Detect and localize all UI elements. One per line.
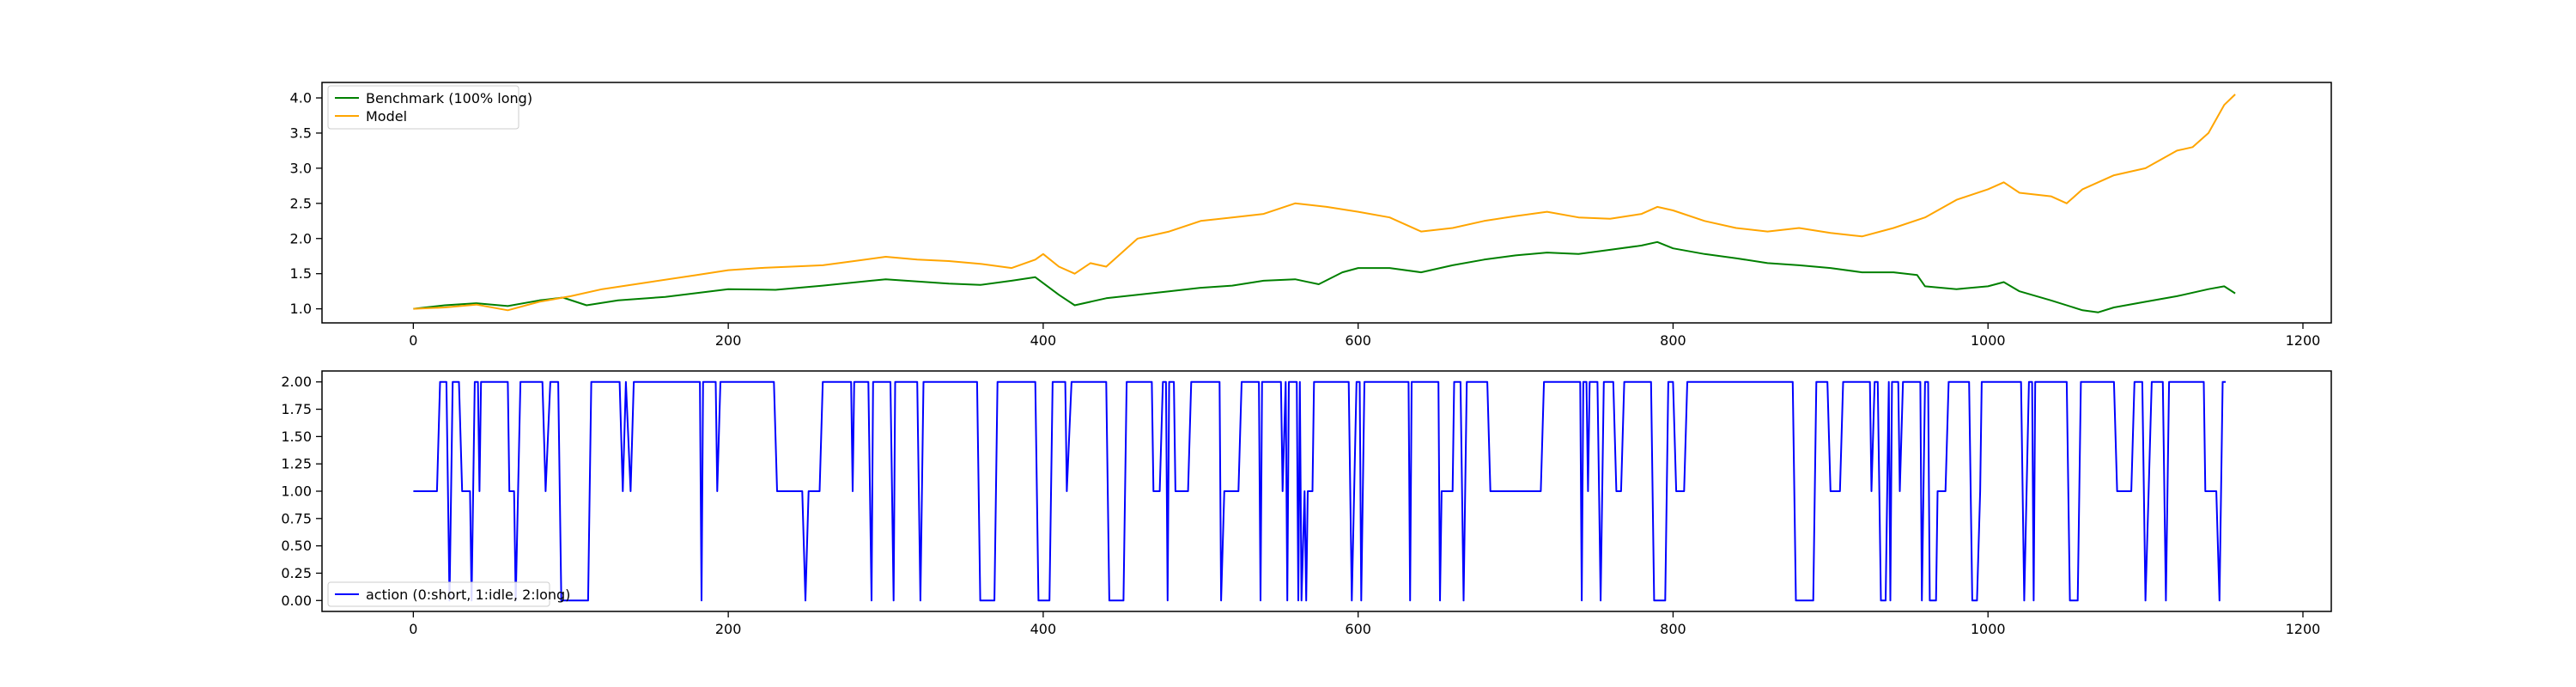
bottom-legend-box [327, 581, 550, 607]
x-tick-label: 400 [1030, 621, 1057, 637]
y-tick-label: 1.50 [281, 429, 312, 445]
bottom-plot-series [413, 380, 2227, 602]
legend-label-action: action (0:short, 1:idle, 2:long) [366, 587, 570, 603]
series-line-1-0 [413, 380, 2227, 602]
x-tick-label: 400 [1030, 332, 1057, 349]
x-tick-label: 200 [715, 621, 742, 637]
y-tick-label: 2.0 [290, 230, 312, 246]
top-legend-box [327, 85, 519, 130]
top-plot-frame [321, 82, 2332, 324]
y-tick-label: 0.75 [281, 510, 312, 526]
y-tick-label: 2.00 [281, 374, 312, 390]
y-tick-label: 1.25 [281, 456, 312, 472]
x-tick-label: 600 [1345, 621, 1371, 637]
y-tick-label: 1.00 [281, 483, 312, 500]
x-tick-label: 1000 [1971, 332, 2006, 349]
bottom-plot: 0 200 400 600 800 1000 1200 0.00 0.25 0.50 0.75 1.… [281, 370, 2332, 637]
x-tick-label: 800 [1660, 621, 1686, 637]
y-tick-label: 0.50 [281, 538, 312, 554]
top-plot-legend: Benchmark (100% long) Model [327, 85, 532, 130]
y-tick-label: 1.75 [281, 401, 312, 417]
bottom-plot-x-axis: 0 200 400 600 800 1000 1200 [409, 611, 2320, 637]
top-plot: 0 200 400 600 800 1000 1200 1.0 1.5 2.0 2.5 3.0 3.5… [290, 82, 2332, 349]
y-tick-label: 1.5 [290, 265, 312, 282]
y-tick-label: 3.5 [290, 125, 312, 141]
x-tick-label: 1200 [2286, 621, 2321, 637]
x-tick-label: 0 [409, 621, 417, 637]
series-line-0-0 [413, 240, 2236, 313]
legend-label-benchmark: Benchmark (100% long) [366, 90, 532, 106]
x-tick-label: 200 [715, 332, 742, 349]
series-line-0-1 [413, 94, 2236, 312]
bottom-plot-legend: action (0:short, 1:idle, 2:long) [327, 581, 570, 607]
x-tick-label: 800 [1660, 332, 1686, 349]
y-tick-label: 3.0 [290, 160, 312, 176]
y-tick-label: 4.0 [290, 90, 312, 106]
top-plot-series [413, 94, 2236, 313]
y-tick-label: 2.5 [290, 195, 312, 211]
x-tick-label: 600 [1345, 332, 1371, 349]
x-tick-label: 1200 [2286, 332, 2321, 349]
top-plot-y-axis: 1.0 1.5 2.0 2.5 3.0 3.5 4.0 [290, 90, 322, 317]
y-tick-label: 0.00 [281, 593, 312, 609]
x-tick-label: 0 [409, 332, 417, 349]
bottom-plot-y-axis: 0.00 0.25 0.50 0.75 1.00 1.25 1.50 1.75 2.00 [281, 374, 322, 609]
y-tick-label: 0.25 [281, 565, 312, 581]
top-plot-x-axis: 0 200 400 600 800 1000 1200 [409, 323, 2320, 349]
y-tick-label: 1.0 [290, 301, 312, 317]
legend-label-model: Model [366, 108, 407, 125]
x-tick-label: 1000 [1971, 621, 2006, 637]
